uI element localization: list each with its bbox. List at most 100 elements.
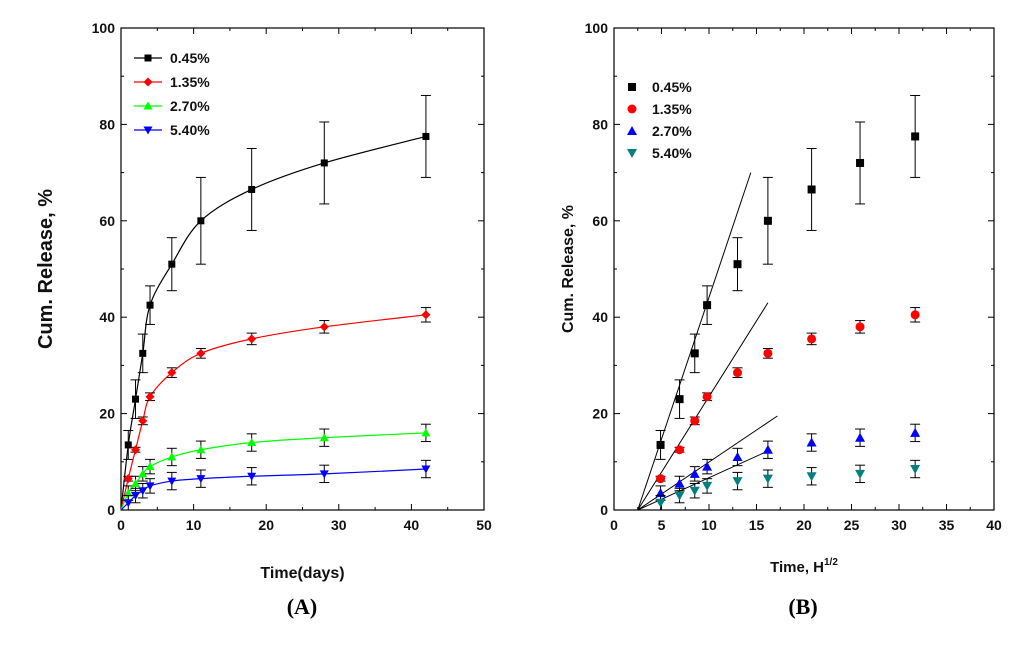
legend-label: 1.35% [170,74,210,90]
data-point [421,310,431,320]
data-point [421,428,431,437]
data-point [674,491,685,501]
data-point [656,474,666,484]
data-point [247,334,257,344]
data-point [196,348,206,358]
data-point [145,392,155,402]
data-point [733,368,742,378]
x-tick-label: 0 [610,517,618,533]
x-tick-label: 10 [701,517,717,533]
x-axis-title-main: Time(days) [260,565,344,582]
x-tick-label: 25 [844,517,860,533]
x-axis-title-superscript: 1/2 [824,557,838,568]
data-point [855,432,866,442]
data-point [422,132,430,140]
x-tick-label: 30 [891,517,907,533]
data-point [690,416,700,426]
x-tick-label: 20 [796,517,812,533]
data-point [806,472,817,482]
data-point [733,260,742,269]
legend-label: 0.45% [170,50,210,66]
data-point [248,185,256,193]
y-tick-label: 80 [592,116,608,132]
data-point [675,395,684,404]
legend-marker [143,77,153,87]
legend-label: 2.70% [170,98,210,114]
data-point [319,322,329,332]
legend-marker [627,104,637,114]
data-point [168,260,176,268]
data-point [763,216,772,225]
series-line [120,314,426,511]
x-tick-label: 10 [186,517,202,533]
data-point [131,492,141,501]
data-point [702,461,713,471]
x-axis-title: Time(days) [260,565,344,582]
data-point [762,474,773,484]
data-point [807,185,816,194]
data-point [732,477,743,487]
data-point [806,437,817,447]
data-point [655,498,666,508]
data-point [123,499,133,508]
x-tick-label: 5 [658,517,666,533]
data-point [855,469,866,479]
legend-label: 2.70% [652,123,692,139]
series-2 [120,307,431,511]
data-point [131,445,141,455]
data-point [124,441,132,449]
y-axis-title: Cum. Release, % [35,189,57,349]
data-point [910,427,921,437]
legend-marker [143,126,153,135]
x-tick-label: 40 [404,517,420,533]
legend-marker [627,126,637,135]
data-point [689,486,700,496]
data-point [689,468,700,478]
data-point [145,462,155,471]
series-1 [655,94,921,460]
legend-label: 0.45% [652,79,692,95]
data-point [910,310,920,320]
y-tick-label: 60 [99,213,115,229]
series-3 [120,423,431,511]
data-point [138,416,148,426]
data-point [319,470,329,479]
y-tick-label: 100 [92,20,116,36]
panel-label: (B) [788,594,817,619]
data-point [123,474,133,484]
x-tick-label: 35 [939,517,955,533]
y-tick-label: 40 [592,309,608,325]
data-point [247,472,257,481]
y-tick-label: 20 [592,406,608,422]
data-point [732,451,743,461]
data-point [123,488,133,497]
data-point [807,334,817,344]
data-point [320,159,328,167]
data-point [421,465,431,474]
x-tick-label: 40 [986,517,1002,533]
x-tick-label: 20 [258,517,274,533]
chart-a: 0 10 20 30 40 50 0 20 40 60 80 100 Cum. Release, % Ti… [35,20,492,619]
x-tick-label: 30 [331,517,347,533]
data-point [690,349,699,358]
x-axis-title: Time, H1/2 [770,557,838,576]
legend-marker [628,83,636,91]
legend-marker [627,149,637,158]
series-line [120,432,426,511]
data-point [145,482,155,491]
series-4 [120,459,431,511]
data-point [675,445,685,455]
data-point [674,478,685,488]
data-point [167,452,177,461]
data-point [911,132,920,141]
series-2 [655,307,921,484]
data-point [197,217,205,225]
data-point [146,301,154,309]
y-tick-label: 40 [99,309,115,325]
data-point [762,444,773,454]
data-point [763,348,773,358]
series-4 [655,459,921,511]
x-tick-label: 0 [117,517,125,533]
data-point [656,440,665,449]
data-point [855,322,865,332]
